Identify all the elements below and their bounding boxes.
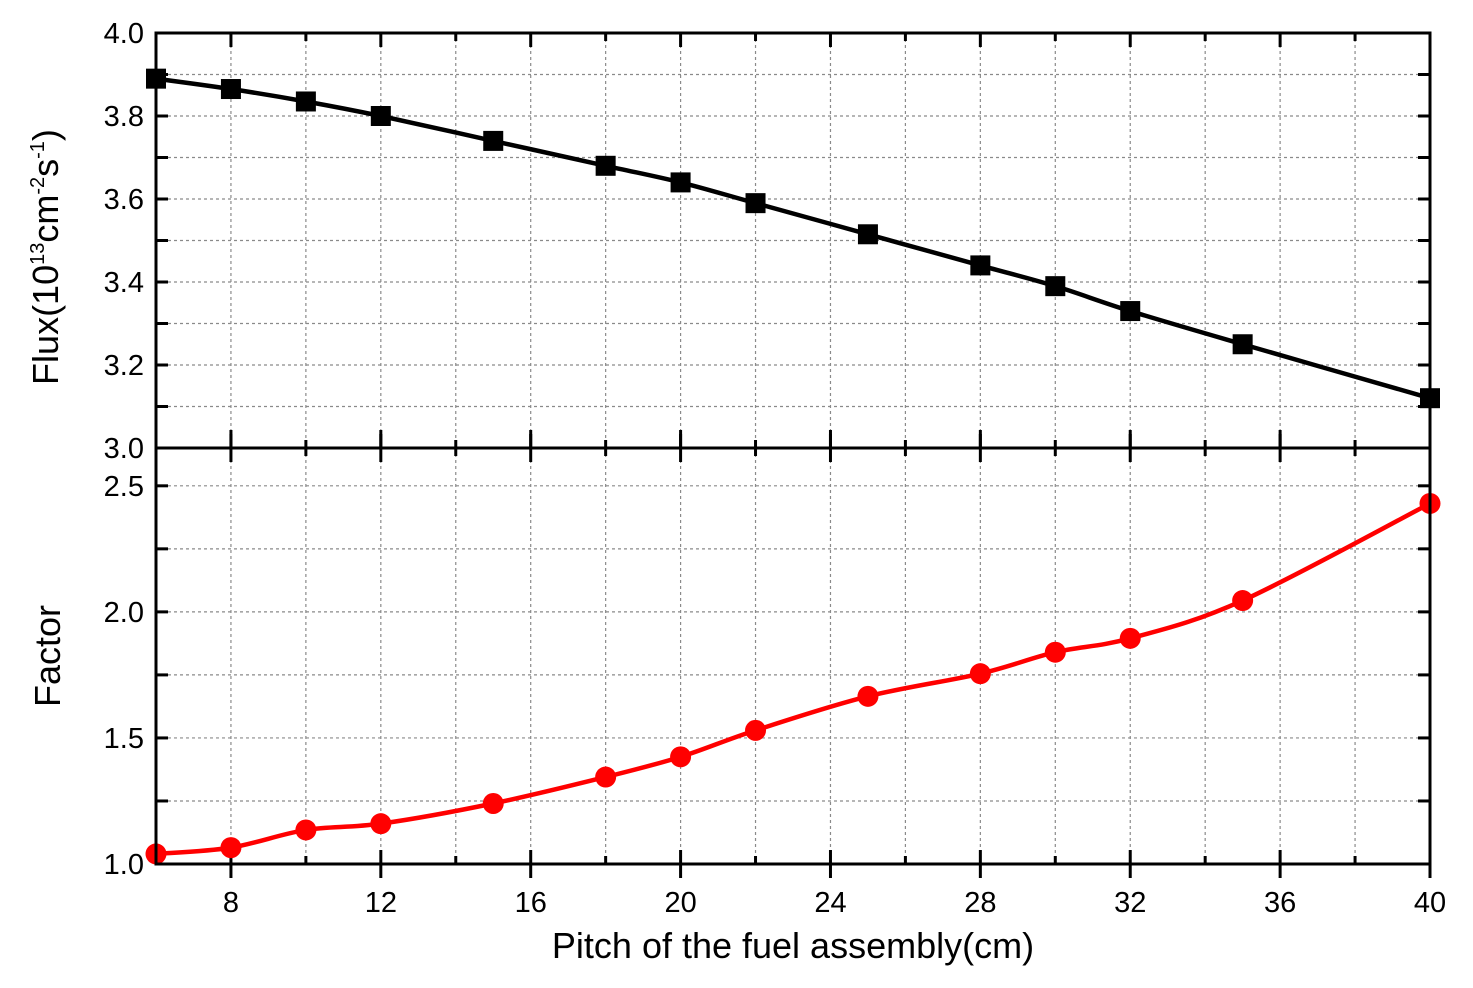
data-point-circle xyxy=(745,719,767,741)
data-point-circle xyxy=(857,685,879,707)
data-point-square xyxy=(220,79,241,100)
top-y-tick-label: 3.8 xyxy=(104,101,144,133)
bottom-y-tick-label: 1.0 xyxy=(104,849,144,881)
data-point-circle xyxy=(1119,627,1141,649)
bottom-plot-frame xyxy=(154,446,1432,866)
x-tick-label: 28 xyxy=(964,887,996,919)
top-y-tick-label: 3.2 xyxy=(104,350,144,382)
data-point-square xyxy=(1232,334,1253,355)
top-y-tick-label: 3.6 xyxy=(104,184,144,216)
bottom-y-tick-label: 2.0 xyxy=(104,597,144,629)
data-point-square xyxy=(370,106,391,126)
data-point-circle xyxy=(295,819,317,841)
data-point-square xyxy=(1120,301,1141,322)
data-point-circle xyxy=(969,663,991,685)
bottom-y-axis-title: Factor xyxy=(27,605,68,707)
data-point-circle xyxy=(1232,590,1254,612)
data-point-circle xyxy=(670,746,692,768)
top-y-axis-title: Flux(1013cm-2s-1) xyxy=(25,129,66,385)
grid-lines xyxy=(156,33,1430,864)
x-tick-label: 12 xyxy=(365,887,397,919)
plot-frames xyxy=(154,31,1432,866)
x-tick-label: 32 xyxy=(1114,887,1146,919)
axis-ticks xyxy=(156,33,1432,878)
x-tick-label: 8 xyxy=(223,887,239,919)
data-point-circle xyxy=(1044,641,1066,663)
data-point-square xyxy=(745,193,766,214)
top-y-tick-label: 3.0 xyxy=(104,433,144,465)
data-point-circle xyxy=(595,766,617,788)
tick-labels: 3.0 3.2 3.4 3.6 3.8 4.0 1.0 1.5 2.0 2.5 8 12 16 20 24 2… xyxy=(104,18,1446,919)
data-point-circle xyxy=(482,792,504,814)
data-point-circle xyxy=(370,813,392,835)
x-tick-label: 24 xyxy=(814,887,846,919)
data-point-square xyxy=(595,155,616,176)
top-y-tick-label: 3.4 xyxy=(104,267,144,299)
data-point-square xyxy=(483,130,504,151)
x-tick-label: 16 xyxy=(515,887,547,919)
data-series xyxy=(145,68,1441,865)
data-point-square xyxy=(1045,276,1066,297)
data-point-square xyxy=(970,255,991,276)
x-axis-title: Pitch of the fuel assembly(cm) xyxy=(552,925,1034,966)
x-tick-label: 36 xyxy=(1264,887,1296,919)
top-y-tick-label: 4.0 xyxy=(104,18,144,50)
data-point-circle xyxy=(220,837,242,859)
data-point-square xyxy=(295,91,316,112)
x-tick-label: 40 xyxy=(1414,887,1446,919)
x-tick-label: 20 xyxy=(664,887,696,919)
data-point-square xyxy=(670,172,691,193)
bottom-y-tick-label: 2.5 xyxy=(104,471,144,503)
bottom-y-tick-label: 1.5 xyxy=(104,723,144,755)
data-point-square xyxy=(857,224,878,245)
